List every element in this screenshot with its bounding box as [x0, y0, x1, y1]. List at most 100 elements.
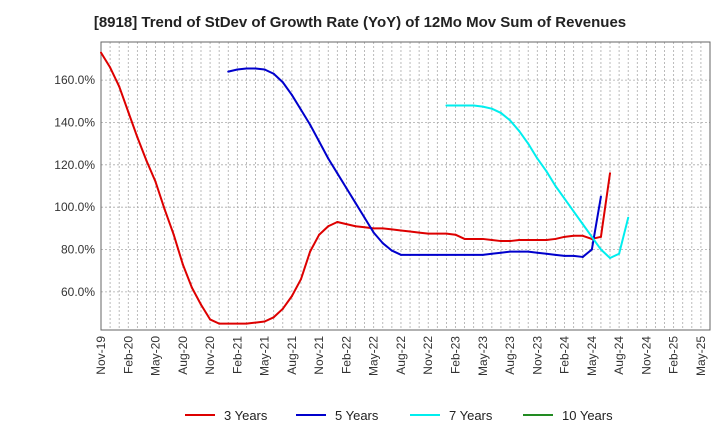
x-tick-label: May-24 [585, 336, 599, 376]
data-point-3-years [227, 322, 230, 325]
data-point-3-years [472, 237, 475, 240]
data-point-3-years [163, 208, 166, 211]
data-point-5-years [254, 67, 257, 70]
data-point-5-years [327, 157, 330, 160]
y-tick-label: 80.0% [61, 243, 95, 257]
data-point-7-years [554, 185, 557, 187]
data-point-5-years [399, 253, 402, 256]
x-tick-label: Aug-24 [612, 336, 626, 375]
x-tick-label: May-20 [149, 336, 163, 376]
data-point-5-years [490, 252, 493, 255]
data-point-3-years [145, 159, 148, 162]
data-point-7-years [563, 197, 566, 200]
data-point-3-years [399, 229, 402, 232]
data-point-5-years [518, 250, 521, 253]
data-point-3-years [199, 303, 202, 306]
data-point-3-years [354, 225, 357, 228]
data-point-5-years [509, 250, 512, 253]
data-point-5-years [409, 253, 412, 256]
x-tick-label: May-23 [476, 336, 490, 376]
data-point-5-years [472, 253, 475, 256]
data-point-3-years [609, 172, 612, 175]
data-point-3-years [109, 66, 112, 69]
data-point-3-years [572, 234, 575, 237]
data-point-5-years [272, 72, 275, 75]
data-point-3-years [563, 235, 566, 238]
data-point-3-years [236, 322, 239, 325]
data-point-3-years [536, 239, 539, 241]
x-tick-label: Feb-20 [121, 336, 135, 374]
data-point-3-years [363, 226, 366, 229]
plot-frame [100, 41, 711, 331]
data-point-3-years [445, 232, 448, 235]
data-point-7-years [499, 111, 502, 114]
data-point-3-years [509, 240, 512, 243]
data-point-3-years [599, 235, 602, 238]
x-tick-label: Feb-22 [339, 336, 353, 374]
data-point-7-years [545, 170, 548, 173]
data-point-3-years [545, 239, 548, 241]
y-tick-label: 160.0% [54, 73, 95, 87]
data-point-3-years [100, 51, 102, 54]
x-tick-label: Feb-24 [558, 336, 572, 374]
data-point-5-years [454, 253, 457, 256]
data-point-5-years [418, 253, 421, 256]
x-tick-label: Aug-21 [285, 336, 299, 375]
data-point-5-years [336, 172, 339, 175]
data-point-7-years [572, 210, 575, 213]
data-point-5-years [281, 81, 284, 84]
data-point-5-years [345, 187, 348, 190]
data-point-3-years [518, 239, 521, 241]
data-point-5-years [572, 254, 575, 257]
data-point-5-years [372, 231, 375, 234]
x-tick-label: Nov-23 [530, 336, 544, 375]
data-point-5-years [390, 249, 393, 252]
data-point-5-years [299, 108, 302, 111]
data-point-7-years [627, 216, 630, 219]
x-tick-label: May-22 [367, 336, 381, 376]
data-point-5-years [381, 242, 384, 245]
data-point-3-years [327, 225, 330, 228]
data-point-3-years [136, 136, 139, 139]
data-point-3-years [581, 234, 584, 237]
data-point-7-years [536, 157, 539, 160]
data-point-5-years [245, 67, 248, 70]
data-point-5-years [527, 250, 530, 253]
data-point-3-years [554, 237, 557, 240]
data-point-7-years [463, 104, 466, 107]
data-point-3-years [181, 263, 184, 266]
data-point-3-years [454, 233, 457, 236]
data-point-5-years [599, 195, 602, 198]
y-tick-label: 60.0% [61, 285, 95, 299]
legend-label-7-years: 7 Years [449, 408, 493, 423]
y-tick-label: 120.0% [54, 158, 95, 172]
data-point-7-years [490, 107, 493, 110]
data-point-7-years [481, 105, 484, 108]
data-point-3-years [127, 110, 130, 113]
data-point-5-years [427, 253, 430, 256]
data-point-3-years [418, 231, 421, 234]
data-point-7-years [454, 104, 457, 107]
data-point-3-years [172, 233, 175, 236]
x-tick-label: Nov-22 [421, 336, 435, 375]
x-tick-label: May-25 [694, 336, 708, 376]
data-point-5-years [545, 252, 548, 255]
data-point-5-years [354, 201, 357, 204]
data-point-3-years [281, 307, 284, 310]
data-point-3-years [336, 221, 339, 223]
x-tick-label: Aug-23 [503, 336, 517, 375]
legend-label-10-years: 10 Years [562, 408, 613, 423]
y-tick-label: 100.0% [54, 200, 95, 214]
data-point-7-years [581, 223, 584, 226]
data-point-3-years [499, 240, 502, 243]
data-point-3-years [190, 286, 193, 289]
legend-label-5-years: 5 Years [335, 408, 379, 423]
data-point-5-years [563, 254, 566, 257]
data-point-5-years [363, 216, 366, 219]
data-point-3-years [118, 85, 121, 88]
data-point-5-years [554, 253, 557, 256]
data-point-7-years [445, 104, 448, 107]
data-point-3-years [481, 237, 484, 240]
data-point-7-years [518, 129, 521, 132]
